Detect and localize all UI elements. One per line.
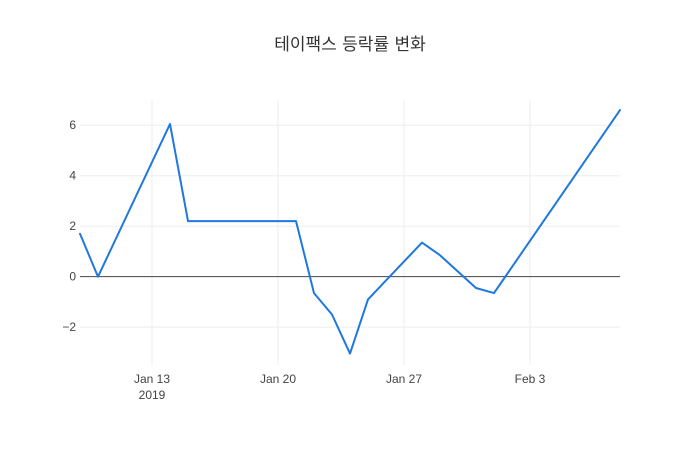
axes: Jan 13 2019 Jan 20 Jan 27 Feb 3 −2 0 2 4 6 (62, 118, 620, 402)
x-tick-sublabel: 2019 (139, 388, 166, 402)
y-tick-label: 6 (69, 118, 76, 132)
series-layer (79, 109, 621, 355)
series-line (79, 109, 621, 355)
x-tick-label: Jan 13 (134, 372, 170, 386)
y-tick-label: 0 (69, 270, 76, 284)
x-tick-label: Feb 3 (515, 372, 546, 386)
y-tick-label: 4 (69, 169, 76, 183)
chart-title: 테이팩스 등락률 변화 (274, 35, 426, 55)
x-tick-label: Jan 20 (260, 372, 296, 386)
y-tick-label: −2 (62, 320, 76, 334)
grid-lines (80, 100, 620, 365)
y-tick-label: 2 (69, 219, 76, 233)
x-tick-label: Jan 27 (386, 372, 422, 386)
